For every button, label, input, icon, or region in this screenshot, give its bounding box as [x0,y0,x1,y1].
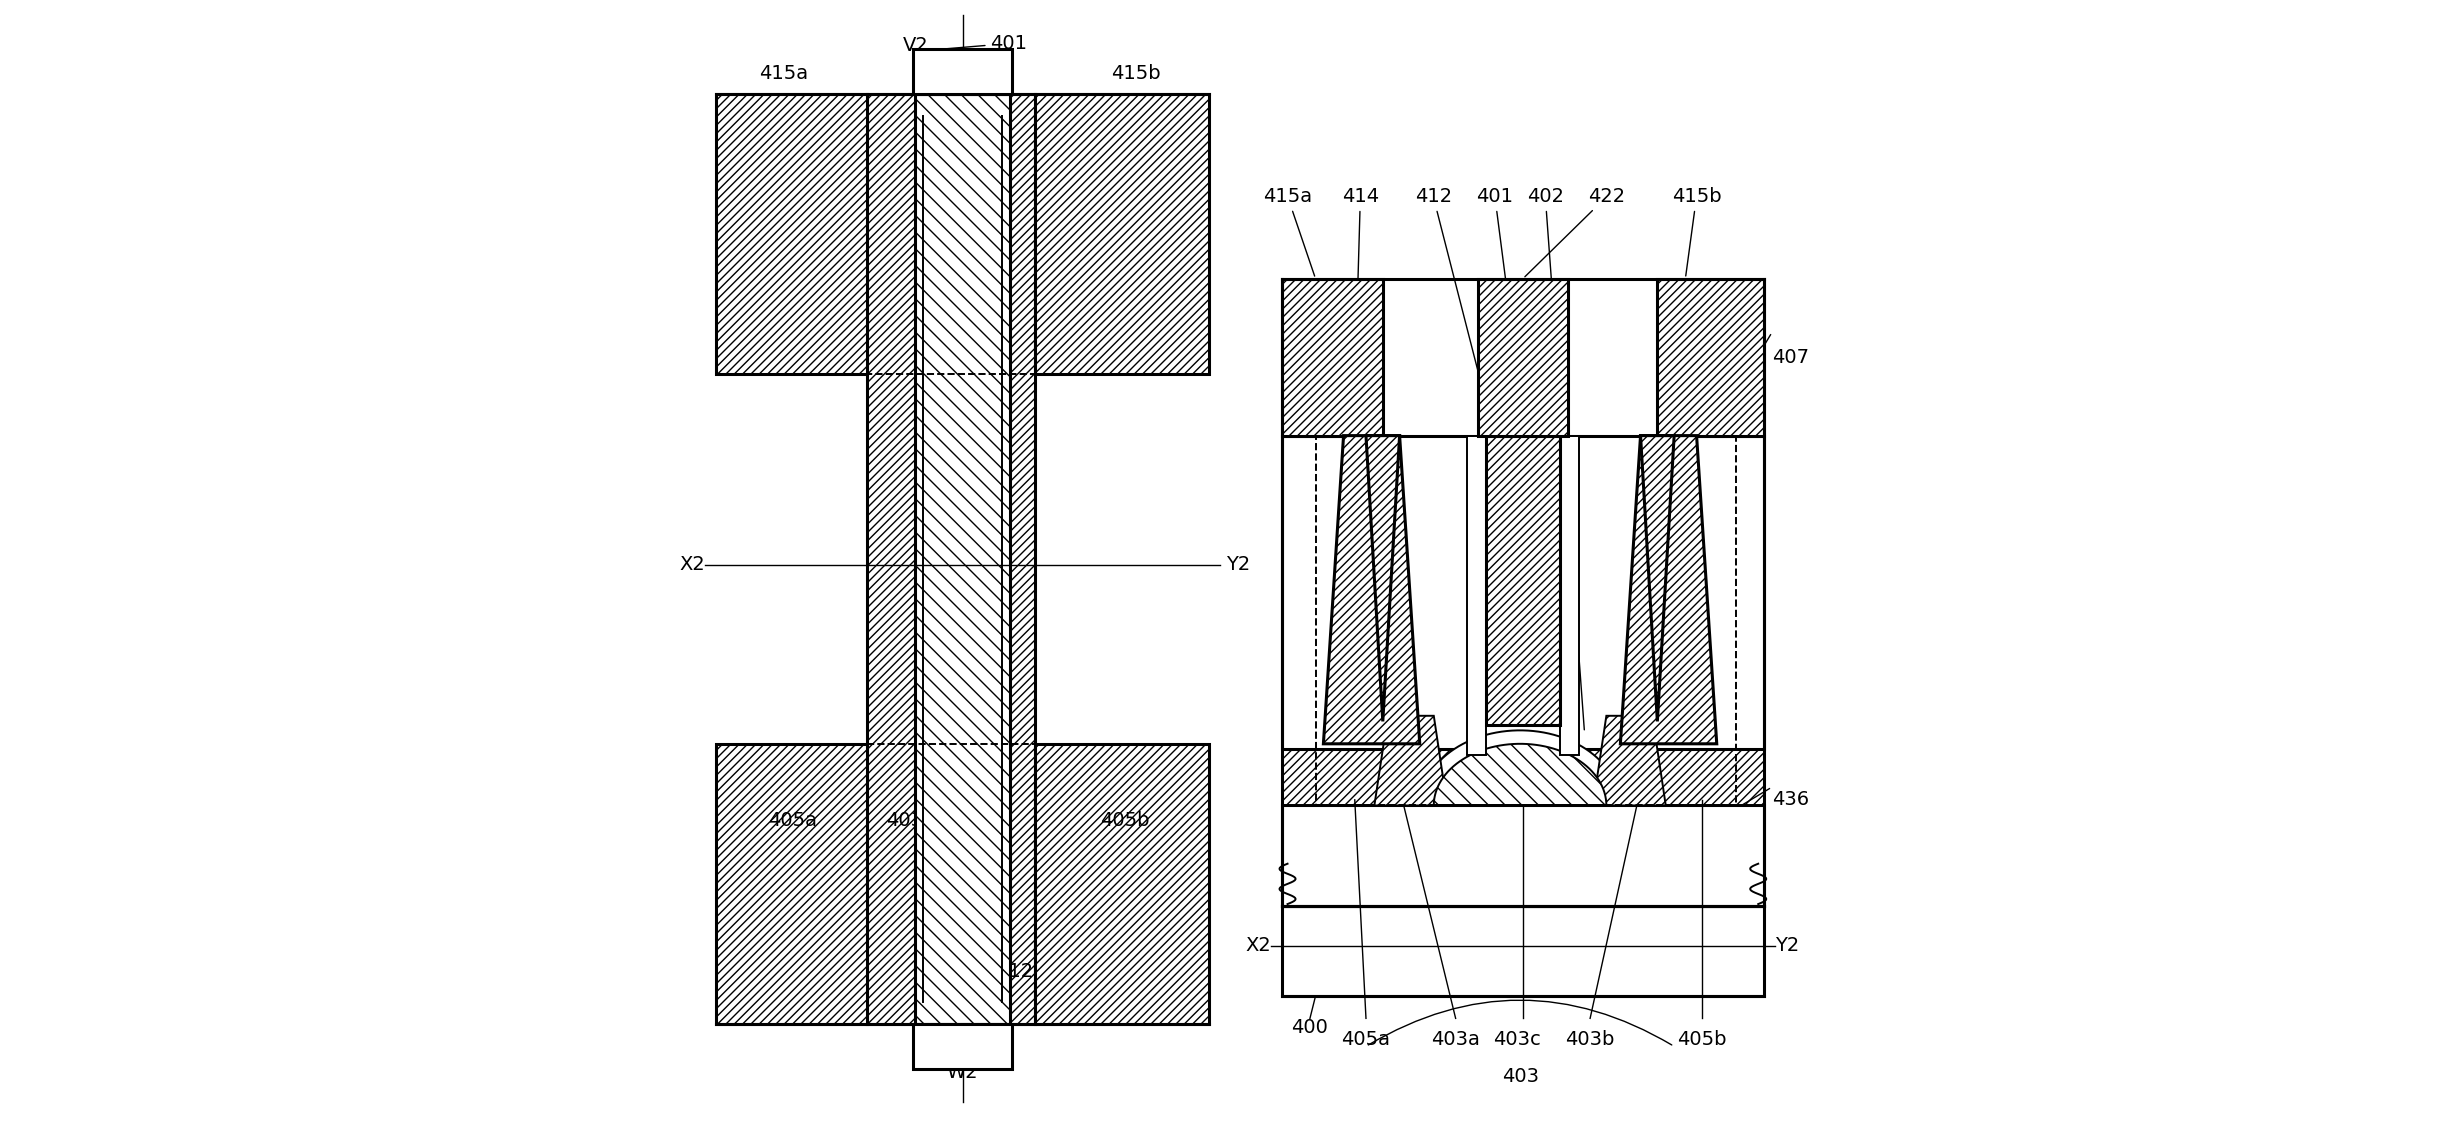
Text: 412: 412 [1414,187,1485,400]
Text: W2: W2 [946,1064,978,1083]
Bar [1281,907,1764,996]
Text: 400: 400 [1291,1018,1328,1038]
Text: 403: 403 [887,811,924,830]
Text: 415b: 415b [1672,187,1722,275]
Text: X2: X2 [1244,936,1271,955]
Text: 405b: 405b [1101,811,1150,830]
Text: 401: 401 [1475,187,1522,411]
Text: 407: 407 [1771,348,1808,367]
Bar [1485,436,1559,725]
Text: 436: 436 [1771,790,1808,809]
Text: 403b: 403b [1566,1030,1616,1049]
Bar [1468,436,1485,755]
Bar [1034,744,1209,1024]
Bar [916,94,1010,1024]
Text: 403c: 403c [1493,1030,1542,1049]
Bar [1658,279,1764,436]
Polygon shape [1323,436,1419,744]
Bar [1281,279,1382,436]
Text: 405b: 405b [1677,1030,1727,1049]
Text: 403a: 403a [1431,1030,1480,1049]
Polygon shape [1367,436,1399,721]
Polygon shape [1640,436,1675,721]
Bar [914,49,1012,94]
Text: 405a: 405a [768,811,818,830]
Bar [717,94,1209,1024]
Bar [867,94,1034,1024]
Polygon shape [1621,436,1717,744]
Text: X2: X2 [680,555,704,574]
Bar [717,94,867,374]
Bar [1281,750,1764,805]
Text: 415a: 415a [1264,187,1315,277]
Text: 402: 402 [1527,187,1584,729]
Polygon shape [1594,716,1665,805]
Text: 405a: 405a [1342,1030,1392,1049]
Bar [1281,805,1764,907]
Text: 422: 422 [1525,187,1626,277]
Text: 401: 401 [946,34,1027,53]
Bar [717,744,867,1024]
Polygon shape [1421,730,1621,805]
Polygon shape [1433,744,1606,805]
Text: 414: 414 [1342,187,1379,388]
Bar [717,94,1209,1024]
Text: 412: 412 [995,962,1034,981]
Text: V2: V2 [901,36,929,54]
Bar [1478,279,1569,436]
Bar [1281,436,1764,750]
Bar [914,1024,1012,1069]
Text: 415a: 415a [759,63,808,82]
Text: 415b: 415b [1111,63,1160,82]
Polygon shape [1374,716,1448,805]
Bar [1034,94,1209,374]
Text: 403: 403 [1502,1067,1539,1086]
Text: Y2: Y2 [1776,936,1800,955]
Bar [1559,436,1579,755]
Text: Y2: Y2 [1227,555,1251,574]
